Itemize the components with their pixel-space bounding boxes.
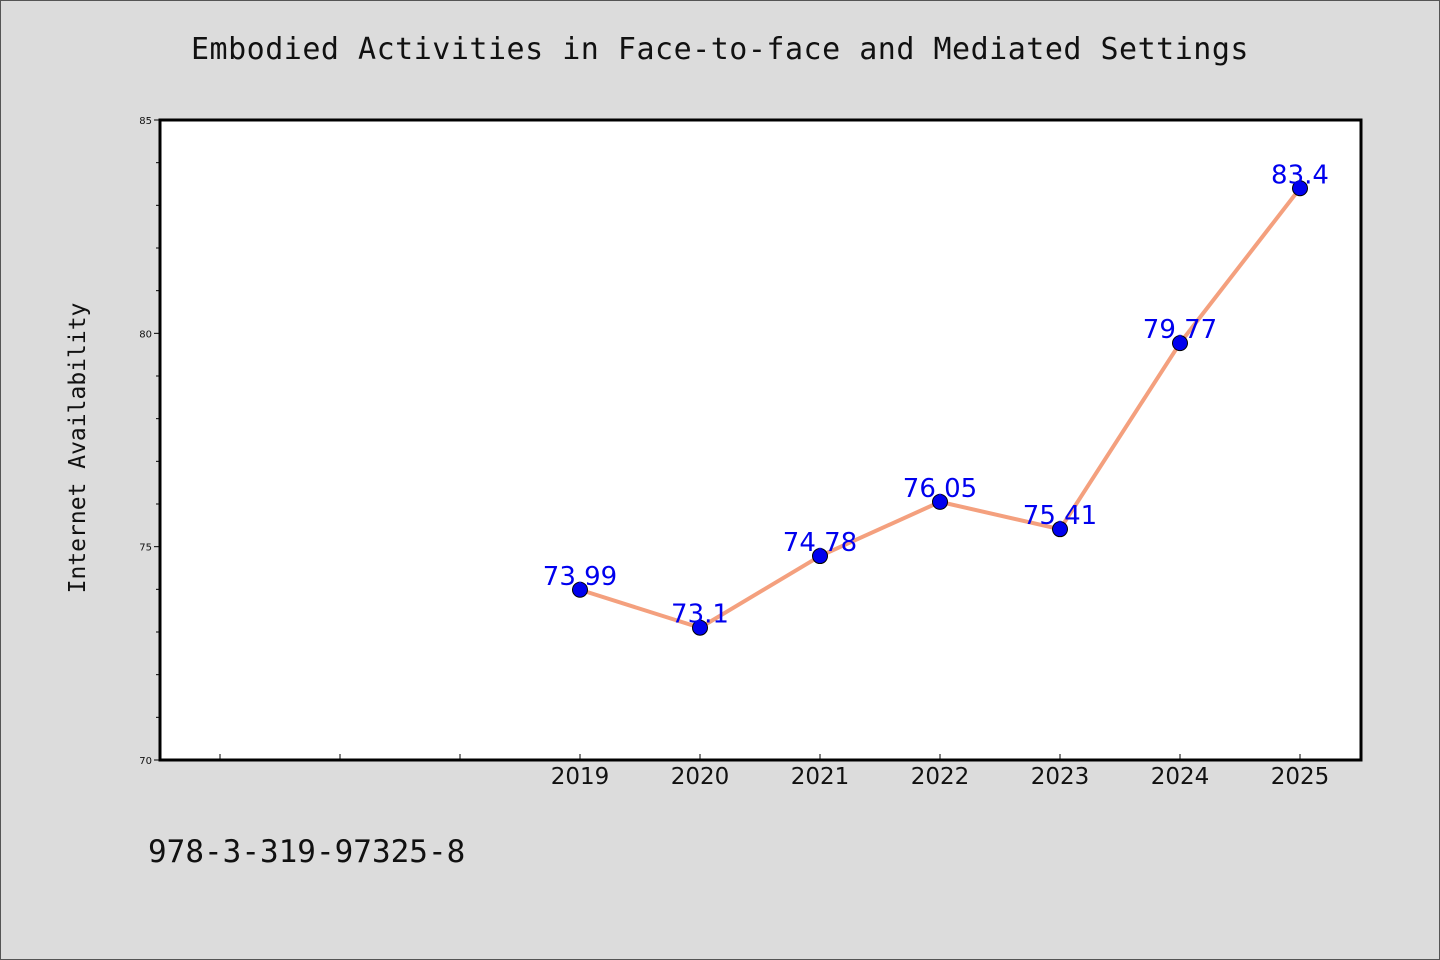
data-label-layer: 73.99 73.1 74.78 76.05 75.41 79.77 83.4 [543, 160, 1329, 629]
y-tick-label: 85 [139, 116, 152, 127]
x-tick-label: 2021 [791, 764, 850, 790]
x-tick-label: 2023 [1031, 764, 1090, 790]
data-point [812, 548, 828, 565]
data-point [932, 493, 948, 510]
x-tick-label: 2024 [1151, 764, 1210, 790]
data-label: 73.1 [671, 600, 729, 630]
data-point [692, 619, 708, 636]
series-marker-layer [572, 180, 1308, 636]
plot-border [158, 118, 1363, 762]
isbn-footer: 978-3-319-97325-8 [148, 834, 466, 870]
x-tick-label: 2019 [551, 764, 610, 790]
data-point [572, 581, 588, 598]
data-label: 83.4 [1271, 160, 1329, 190]
x-tick-label: 2022 [911, 764, 970, 790]
y-tick-label: 70 [139, 756, 152, 767]
data-label: 74.78 [783, 528, 857, 558]
data-label: 75.41 [1023, 501, 1097, 531]
data-point [1172, 335, 1188, 352]
chart-title: Embodied Activities in Face-to-face and … [190, 32, 1249, 67]
y-tick-label: 75 [139, 543, 152, 554]
x-tick-label: 2025 [1271, 764, 1330, 790]
axis-ticks: 70 75 80 85 2019 2020 2021 2022 2023 2024 2025 [139, 116, 1329, 790]
data-point [1052, 521, 1068, 538]
x-tick-label: 2020 [671, 764, 730, 790]
plot-area [160, 120, 1361, 760]
data-label: 76.05 [903, 474, 977, 504]
data-label: 79.77 [1143, 315, 1217, 345]
data-point [1292, 180, 1308, 197]
y-tick-label: 80 [139, 329, 152, 340]
y-axis-label: Internet Availability [65, 303, 91, 594]
data-label: 73.99 [543, 562, 617, 592]
